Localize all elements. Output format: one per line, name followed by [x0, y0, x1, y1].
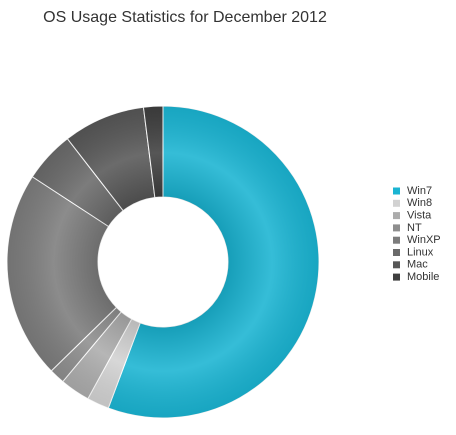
legend-swatch	[393, 261, 400, 269]
legend-label: NT	[407, 222, 422, 234]
donut	[6, 105, 320, 419]
chart-title: OS Usage Statistics for December 2012	[43, 9, 327, 26]
legend-swatch	[393, 224, 400, 232]
donut-shade	[7, 106, 319, 418]
legend-swatch	[393, 187, 400, 195]
legend-swatch	[393, 273, 400, 281]
legend-swatch	[393, 236, 400, 244]
legend-label: Mac	[407, 259, 428, 271]
legend-swatch	[393, 212, 400, 220]
legend-label: Win7	[407, 185, 432, 197]
legend-label: Win8	[407, 197, 432, 209]
legend-swatch	[393, 249, 400, 256]
legend-label: Linux	[407, 246, 434, 258]
legend-label: Vista	[407, 210, 432, 222]
legend-swatch	[393, 199, 400, 207]
legend-label: WinXP	[407, 234, 441, 246]
legend-label: Mobile	[407, 271, 439, 283]
